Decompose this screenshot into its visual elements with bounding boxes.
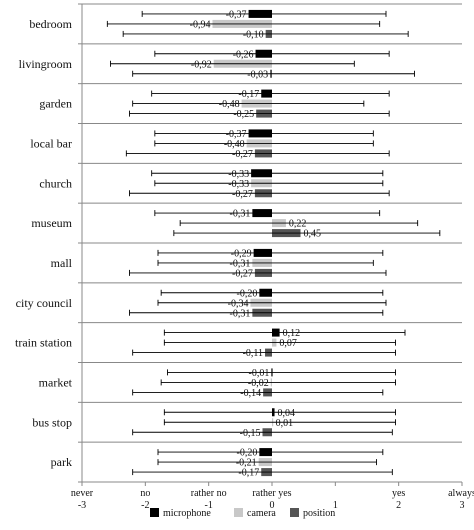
- data-label-position: -0,27: [232, 189, 253, 200]
- x-tick-number: 3: [460, 500, 465, 511]
- legend-label-camera: camera: [247, 508, 276, 519]
- data-label-camera: 0,22: [289, 219, 307, 230]
- data-label-microphone: -0,31: [230, 209, 251, 220]
- data-label-camera: 0,07: [279, 338, 297, 349]
- data-label-camera: -0,21: [236, 458, 257, 469]
- data-label-camera: -0,40: [224, 139, 245, 150]
- data-label-position: -0,27: [232, 268, 253, 279]
- x-tick-number: 2: [396, 500, 401, 511]
- data-label-position: -0,25: [233, 109, 254, 120]
- data-label-microphone: -0,37: [226, 9, 247, 20]
- data-label-microphone: 0,12: [283, 328, 301, 339]
- data-label-camera: -0,33: [228, 179, 249, 190]
- data-label-microphone: 0,04: [278, 408, 296, 419]
- x-tick-word: never: [71, 488, 94, 499]
- category-label: local bar: [30, 136, 72, 150]
- data-label-camera: -0,92: [191, 59, 212, 70]
- data-label-position: -0,14: [240, 388, 261, 399]
- legend-label-position: position: [303, 508, 335, 519]
- category-label: museum: [31, 216, 72, 230]
- legend-label-microphone: microphone: [163, 508, 211, 519]
- data-label-microphone: -0,26: [233, 49, 254, 60]
- category-label: church: [39, 176, 72, 190]
- data-label-microphone: -0,20: [236, 448, 257, 459]
- category-label: bedroom: [29, 17, 72, 31]
- x-tick-number: 1: [333, 500, 338, 511]
- category-label: garden: [39, 97, 72, 111]
- data-label-position: -0,10: [243, 29, 264, 40]
- data-label-camera: -0,34: [228, 298, 249, 309]
- data-label-position: -0,27: [232, 149, 253, 160]
- data-label-microphone: -0,01: [249, 368, 270, 379]
- x-tick-word: always: [448, 488, 474, 499]
- data-label-position: 0,45: [304, 229, 322, 240]
- data-label-position: -0,03: [247, 69, 268, 80]
- x-tick-word: yes: [392, 488, 405, 499]
- x-tick-number: 0: [270, 500, 275, 511]
- category-label: city council: [16, 296, 73, 310]
- data-label-camera: -0,02: [248, 378, 269, 389]
- category-label: train station: [15, 336, 72, 350]
- x-tick-number: -2: [141, 500, 149, 511]
- data-label-camera: -0,31: [230, 258, 251, 269]
- data-label-microphone: -0,17: [238, 89, 259, 100]
- x-tick-word: rather no: [191, 488, 227, 499]
- data-label-camera: 0,01: [276, 418, 294, 429]
- data-label-microphone: -0,33: [228, 169, 249, 180]
- x-tick-number: -1: [204, 500, 212, 511]
- category-label: market: [39, 375, 73, 389]
- category-label: mall: [51, 256, 73, 270]
- category-label: bus stop: [32, 415, 72, 429]
- data-label-camera: -0,94: [190, 19, 211, 30]
- data-label-microphone: -0,37: [226, 129, 247, 140]
- data-label-microphone: -0,29: [231, 248, 252, 259]
- legend-swatch-microphone: [150, 508, 159, 517]
- category-label: livingroom: [19, 57, 73, 71]
- category-label: park: [51, 455, 72, 469]
- data-label-microphone: -0,20: [236, 288, 257, 299]
- x-tick-word: no: [140, 488, 150, 499]
- data-label-position: -0,31: [230, 308, 251, 319]
- x-tick-word: rather yes: [252, 488, 291, 499]
- x-tick-number: -3: [78, 500, 86, 511]
- data-label-position: -0,11: [243, 348, 263, 359]
- data-label-camera: -0,48: [219, 99, 240, 110]
- data-label-position: -0,15: [240, 428, 261, 439]
- data-label-position: -0,17: [238, 468, 259, 479]
- legend-swatch-position: [290, 508, 299, 517]
- legend-swatch-camera: [234, 508, 243, 517]
